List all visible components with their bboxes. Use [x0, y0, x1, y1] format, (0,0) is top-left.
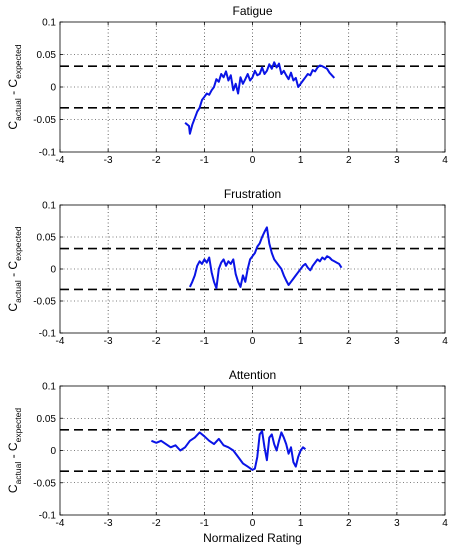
- x-tick-label: -3: [104, 518, 113, 529]
- x-tick-label: 2: [346, 336, 352, 347]
- x-tick-label: 4: [442, 336, 448, 347]
- y-axis-label-main: C: [6, 121, 20, 130]
- y-axis-label-mid: - C: [6, 79, 20, 99]
- x-tick-label: 1: [298, 336, 304, 347]
- y-axis-label-main: C: [6, 484, 20, 493]
- y-axis-label: Cactual - Cexpected: [6, 44, 23, 129]
- y-tick-label: 0.05: [37, 414, 57, 425]
- y-axis-label-main: C: [6, 303, 20, 312]
- x-tick-label: -2: [152, 518, 161, 529]
- x-tick-label: -3: [104, 155, 113, 166]
- y-tick-label: 0.1: [42, 201, 56, 212]
- series-line-1: [151, 430, 307, 471]
- y-axis-label-sub2: expected: [13, 44, 23, 79]
- y-tick-label: 0: [50, 83, 56, 94]
- x-tick-label: -4: [56, 155, 65, 166]
- y-tick-label: 0.05: [37, 233, 57, 244]
- x-tick-label: 3: [394, 518, 400, 529]
- chart-title: Fatigue: [232, 4, 272, 18]
- x-tick-label: -2: [152, 155, 161, 166]
- y-tick-label: 0.05: [37, 50, 57, 61]
- x-tick-label: -2: [152, 336, 161, 347]
- x-tick-label: 0: [250, 336, 256, 347]
- y-tick-label: 0.1: [42, 382, 56, 393]
- chart-panel-3: -4 -3 -2 -1 0 1 2 3 4 -0.1 -0.05 0 0.05 0.1 Attention C…: [6, 368, 448, 545]
- y-tick-label: 0.1: [42, 18, 56, 29]
- chart-title: Attention: [229, 368, 276, 382]
- y-axis-label-sub1: actual: [13, 462, 23, 485]
- x-tick-label: 3: [394, 336, 400, 347]
- x-tick-label: 1: [298, 155, 304, 166]
- y-tick-label: 0: [50, 265, 56, 276]
- y-tick-label: -0.1: [39, 329, 57, 340]
- y-axis-label-sub1: actual: [13, 98, 23, 121]
- y-axis-label-sub1: actual: [13, 280, 23, 303]
- x-tick-label: 4: [442, 518, 448, 529]
- y-tick-label: -0.1: [39, 148, 57, 159]
- x-tick-label: -4: [56, 336, 65, 347]
- y-tick-label: -0.05: [33, 478, 56, 489]
- y-tick-label: -0.05: [33, 297, 56, 308]
- x-tick-label: 3: [394, 155, 400, 166]
- y-axis-label-sub2: expected: [13, 226, 23, 261]
- x-tick-label: 0: [250, 518, 256, 529]
- x-tick-label: 1: [298, 518, 304, 529]
- series-line-1: [184, 61, 336, 135]
- y-axis-label-mid: - C: [6, 261, 20, 281]
- y-axis-label-sub2: expected: [13, 408, 23, 443]
- series-line-1: [188, 226, 343, 290]
- x-tick-label: -1: [200, 336, 209, 347]
- y-tick-label: -0.05: [33, 115, 56, 126]
- chart-title: Frustration: [224, 187, 281, 201]
- x-tick-label: -3: [104, 336, 113, 347]
- y-axis-label: Cactual - Cexpected: [6, 226, 23, 311]
- y-tick-label: -0.1: [39, 511, 57, 522]
- y-axis-label: Cactual - Cexpected: [6, 408, 23, 493]
- x-tick-label: 2: [346, 155, 352, 166]
- x-axis-label: Normalized Rating: [203, 531, 302, 545]
- y-tick-label: 0: [50, 446, 56, 457]
- x-tick-label: -1: [200, 155, 209, 166]
- x-tick-label: 4: [442, 155, 448, 166]
- x-tick-label: -4: [56, 518, 65, 529]
- chart-panel-2: -4 -3 -2 -1 0 1 2 3 4 -0.1 -0.05 0 0.05 0.1 Frustratio…: [6, 187, 448, 347]
- chart-panel-1: -4 -3 -2 -1 0 1 2 3 4 -0.1 -0.05 0 0.05 0.1 Fatigue Cac…: [6, 4, 448, 166]
- x-tick-label: -1: [200, 518, 209, 529]
- y-axis-label-mid: - C: [6, 442, 20, 462]
- x-tick-label: 0: [250, 155, 256, 166]
- x-tick-label: 2: [346, 518, 352, 529]
